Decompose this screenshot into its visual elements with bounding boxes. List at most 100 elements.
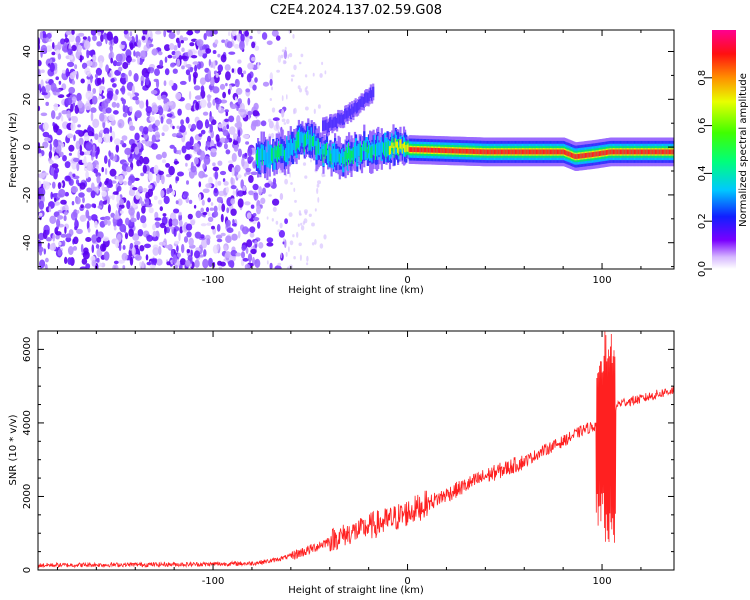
heatmap-cell — [523, 149, 526, 155]
heatmap-cell — [327, 121, 330, 133]
heatmap-cell — [70, 121, 76, 131]
heatmap-cell — [108, 114, 115, 122]
heatmap-cell — [323, 234, 327, 240]
heatmap-cell — [185, 223, 193, 231]
heatmap-cell — [358, 99, 361, 111]
heatmap-cell — [108, 158, 111, 168]
heatmap-cell — [94, 74, 98, 78]
heatmap-cell — [161, 151, 167, 159]
y-tick-label: 40 — [22, 45, 33, 58]
heatmap-cell — [230, 103, 237, 110]
heatmap-cell — [258, 186, 263, 196]
heatmap-cell — [248, 190, 254, 196]
heatmap-cell — [83, 247, 89, 255]
heatmap-cell — [203, 33, 207, 41]
heatmap-cell — [605, 150, 609, 155]
heatmap-cell — [544, 149, 547, 155]
heatmap-cell — [237, 148, 242, 158]
heatmap-cell — [91, 95, 98, 105]
colorbar-label: Normalized spectral amplitude — [738, 73, 749, 227]
heatmap-cell — [286, 118, 290, 125]
heatmap-cell — [297, 85, 301, 90]
heatmap-cell — [285, 148, 288, 163]
heatmap-cell — [173, 45, 178, 51]
heatmap-cell — [246, 73, 252, 83]
heatmap-cell — [546, 149, 549, 155]
heatmap-cell — [422, 147, 425, 153]
heatmap-cell — [293, 64, 297, 71]
heatmap-cell — [92, 144, 96, 153]
heatmap-cell — [68, 152, 72, 156]
heatmap-cell — [281, 108, 285, 118]
heatmap-cell — [170, 249, 175, 257]
heatmap-cell — [38, 180, 42, 188]
heatmap-cell — [98, 95, 102, 101]
heatmap-cell — [48, 206, 52, 213]
heatmap-cell — [38, 83, 41, 91]
heatmap-cell — [234, 164, 241, 173]
heatmap-cell — [511, 149, 514, 155]
heatmap-cell — [237, 59, 242, 64]
heatmap-cell — [103, 133, 110, 143]
heatmap-cell — [100, 243, 107, 252]
heatmap-cell — [645, 149, 648, 155]
heatmap-cell — [156, 173, 160, 184]
heatmap-cell — [224, 118, 230, 123]
heatmap-cell — [165, 244, 172, 249]
heatmap-cell — [160, 116, 164, 124]
heatmap-cell — [397, 141, 400, 153]
heatmap-cell — [281, 143, 284, 159]
heatmap-cell — [553, 149, 556, 155]
heatmap-cell — [314, 208, 317, 212]
heatmap-cell — [257, 61, 260, 70]
heatmap-cell — [229, 126, 236, 135]
colorbar-ticks: 0.0 0.2 0.4 0.6 0.8 — [697, 70, 712, 277]
heatmap-cell — [323, 143, 326, 155]
heatmap-cell — [433, 147, 436, 153]
heatmap-cell — [191, 55, 198, 59]
heatmap-cell — [199, 77, 206, 85]
heatmap-cell — [77, 44, 82, 53]
heatmap-cell — [394, 138, 397, 148]
heatmap-cell — [411, 147, 414, 152]
heatmap-cell — [286, 266, 291, 269]
y-tick-label: 2000 — [22, 484, 33, 509]
heatmap-cell — [196, 120, 204, 130]
heatmap-cell — [154, 126, 159, 131]
heatmap-cell — [313, 108, 316, 115]
heatmap-cell — [206, 238, 211, 246]
heatmap-cell — [99, 60, 103, 69]
heatmap-cell — [88, 50, 95, 56]
heatmap-cell — [103, 251, 110, 261]
heatmap-cell — [333, 116, 336, 128]
heatmap-cell — [317, 180, 321, 185]
heatmap-cell — [163, 103, 169, 112]
heatmap-cell — [115, 217, 123, 227]
heatmap-cell — [499, 149, 502, 155]
heatmap-cell — [109, 135, 113, 143]
heatmap-cell — [178, 211, 182, 216]
heatmap-cell — [157, 199, 163, 205]
heatmap-cell — [68, 144, 75, 152]
heatmap-cell — [298, 61, 302, 65]
heatmap-cell — [538, 149, 541, 155]
heatmap-cell — [337, 148, 340, 162]
snr-series — [38, 331, 674, 569]
heatmap-cell — [330, 153, 333, 165]
heatmap-cell — [49, 215, 57, 224]
heatmap-cell — [461, 148, 464, 154]
heatmap-cell — [101, 190, 107, 197]
heatmap-cell — [317, 104, 321, 109]
heatmap-cell — [493, 149, 497, 155]
heatmap-cell — [164, 44, 171, 52]
heatmap-cell — [159, 59, 164, 67]
heatmap-cell — [541, 149, 544, 155]
heatmap-cell — [198, 170, 205, 179]
heatmap-cell — [275, 220, 279, 225]
heatmap-cell — [64, 175, 71, 182]
heatmap-cell — [231, 167, 235, 177]
heatmap-cell — [242, 257, 249, 262]
heatmap-cell — [55, 89, 62, 93]
heatmap-cell — [60, 233, 67, 238]
heatmap-cell — [91, 203, 96, 208]
